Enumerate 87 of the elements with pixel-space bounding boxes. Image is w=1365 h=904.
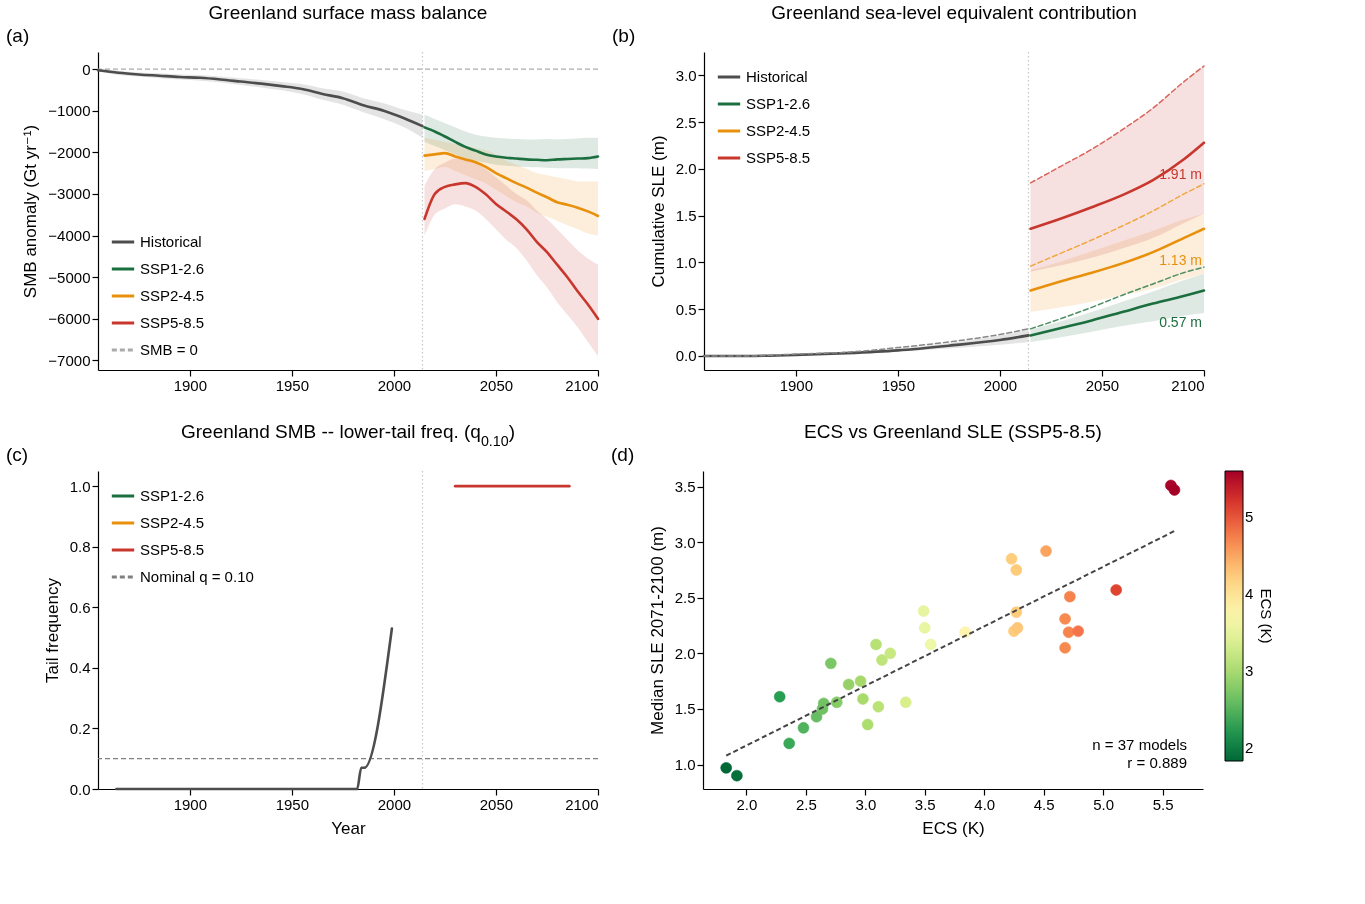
x-tick-label: 2100 (1171, 376, 1205, 394)
legend-label: SSP1-2.6 (746, 95, 811, 112)
x-tick-label: 1950 (275, 376, 310, 394)
color-bar-label: 3 (1245, 662, 1254, 679)
y-axis-title: SMB anomaly (Gt yr⁻¹) (21, 124, 41, 299)
text: (d) (611, 444, 635, 465)
annotation: 1.13 m (1159, 251, 1202, 268)
y-tick-label: −1000 (48, 102, 91, 120)
legend-label: Historical (140, 233, 202, 250)
y-tick-label: 3.0 (674, 533, 696, 551)
y-tick-label: −4000 (48, 227, 91, 245)
y-tick-label: 3.0 (675, 66, 697, 84)
legend-label: SSP5-8.5 (140, 314, 205, 331)
x-tick-label: 2050 (479, 376, 514, 394)
x-tick-label: 2000 (377, 795, 412, 813)
y-tick-label: 0.6 (69, 598, 91, 616)
text: (a) (6, 25, 30, 46)
y-tick-label: 0 (82, 60, 91, 78)
legend-label: SSP5-8.5 (140, 541, 205, 558)
y-axis-title: Median SLE 2071-2100 (m) (647, 526, 667, 735)
y-tick-label: −5000 (48, 268, 91, 286)
legend-label: Historical (746, 68, 808, 85)
text: (c) (6, 444, 29, 465)
x-tick-label: 1950 (881, 376, 916, 394)
text: (b) (612, 25, 636, 46)
x-tick-label: 1900 (173, 376, 208, 394)
x-tick-label: 2000 (377, 376, 412, 394)
y-tick-label: 2.0 (675, 160, 697, 178)
x-tick-label: 2.0 (736, 795, 758, 813)
x-tick-label: 1900 (173, 795, 208, 813)
legend-label: SSP2-4.5 (140, 514, 205, 531)
y-tick-label: −3000 (48, 185, 91, 203)
legend-label: Nominal q = 0.10 (140, 568, 254, 585)
y-tick-label: 0.0 (69, 780, 91, 798)
x-tick-label: 2100 (565, 795, 599, 813)
annotation: 1.91 m (1159, 165, 1202, 182)
y-tick-label: 1.0 (674, 756, 696, 774)
y-axis-title: Tail frequency (42, 577, 62, 683)
y-tick-label: 0.0 (675, 347, 697, 365)
color-bar-label: 2 (1245, 738, 1254, 756)
y-tick-label: 0.4 (69, 659, 91, 677)
y-tick-label: −6000 (48, 310, 91, 328)
annotation: n = 37 models (1092, 736, 1187, 753)
x-tick-label: 2.5 (795, 795, 817, 813)
legend-label: SSP2-4.5 (140, 287, 205, 304)
x-axis-title: Year (331, 818, 367, 838)
y-tick-label: 1.5 (674, 700, 696, 718)
legend-label: SSP2-4.5 (746, 122, 811, 139)
x-tick-label: 2000 (983, 376, 1018, 394)
annotation: r = 0.889 (1127, 754, 1187, 771)
y-tick-label: 0.5 (675, 300, 697, 318)
y-tick-label: 0.2 (69, 719, 91, 737)
x-tick-label: 1950 (275, 795, 310, 813)
chart-title: Greenland surface mass balance (208, 2, 488, 23)
y-tick-label: 1.5 (675, 207, 697, 225)
y-tick-label: 0.8 (69, 538, 91, 556)
legend-label: SSP5-8.5 (746, 149, 811, 166)
x-tick-label: 2100 (565, 376, 599, 394)
x-tick-label: 4.5 (1033, 795, 1055, 813)
x-tick-label: 3.5 (914, 795, 936, 813)
y-tick-label: 2.5 (674, 589, 696, 607)
y-tick-label: 1.0 (69, 477, 91, 495)
color-bar-label: 4 (1245, 585, 1254, 603)
chart-title: Greenland sea-level equivalent contribution (771, 2, 1137, 23)
y-tick-label: 2.5 (675, 113, 697, 131)
chart-title: ECS vs Greenland SLE (SSP5-8.5) (804, 421, 1102, 442)
annotation: 0.57 m (1159, 313, 1202, 330)
chart-title: Greenland SMB -- lower-tail freq. (q$_{0.10}$) (181, 421, 515, 449)
x-tick-label: 4.0 (974, 795, 996, 813)
legend-label: SSP1-2.6 (140, 487, 205, 504)
y-tick-label: 1.0 (675, 253, 697, 271)
y-tick-label: 3.5 (674, 478, 696, 496)
y-axis-title: Cumulative SLE (m) (648, 135, 668, 288)
y-tick-label: −7000 (48, 351, 91, 369)
x-tick-label: 5.0 (1093, 795, 1115, 813)
x-axis-title: ECS (K) (922, 818, 985, 838)
y-tick-label: −2000 (48, 143, 91, 161)
x-tick-label: 2050 (1085, 376, 1120, 394)
x-tick-label: 2050 (479, 795, 514, 813)
y-tick-label: 2.0 (674, 644, 696, 662)
legend-label: SMB = 0 (140, 341, 198, 358)
x-tick-label: 5.5 (1152, 795, 1174, 813)
x-tick-label: 1900 (779, 376, 814, 394)
legend-label: SSP1-2.6 (140, 260, 205, 277)
color-bar-label: 5 (1245, 508, 1254, 526)
color-bar-title: ECS (K) (1258, 588, 1275, 644)
x-tick-label: 3.0 (855, 795, 877, 813)
